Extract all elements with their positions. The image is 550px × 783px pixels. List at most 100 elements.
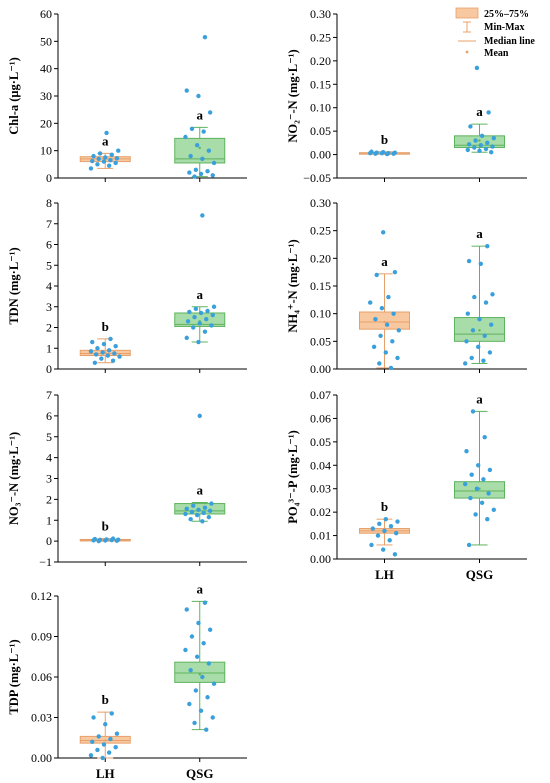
y-tick-label: 0.30 (310, 196, 331, 210)
y-tick-label: 7 (46, 217, 52, 231)
data-point (210, 312, 215, 318)
y-tick-label: 0.06 (31, 670, 52, 684)
data-point (486, 110, 491, 115)
data-point (491, 135, 496, 141)
group-lh: b (79, 319, 131, 365)
data-point (95, 346, 100, 351)
data-point (211, 304, 217, 309)
data-point (188, 668, 193, 673)
data-point (476, 344, 481, 350)
data-point (479, 133, 485, 139)
data-point (106, 348, 112, 353)
data-point (374, 272, 379, 278)
data-point (477, 148, 482, 154)
data-point (106, 163, 112, 168)
data-point (472, 145, 477, 150)
data-point (474, 65, 480, 71)
data-point (485, 243, 490, 249)
y-tick-label: 0.04 (310, 458, 331, 472)
data-point (108, 736, 113, 742)
y-tick-label: 60 (40, 7, 52, 21)
data-point (481, 358, 486, 363)
panel-tdp: 0.00 0.03 0.06 0.09 0.12 TDP (mg·L⁻¹) LH QSG b a (7, 581, 247, 781)
data-point (392, 150, 398, 155)
data-point (201, 129, 206, 134)
data-point (483, 146, 489, 152)
data-point (193, 306, 199, 312)
y-tick-label: 0.15 (310, 279, 331, 293)
data-point (106, 750, 112, 755)
y-tick-label: 0.20 (310, 251, 331, 265)
y-axis-label: Chl-a (μg·L⁻¹) (7, 57, 21, 135)
legend-swatch-box (455, 7, 479, 19)
data-point (93, 352, 99, 357)
data-point (114, 731, 120, 736)
y-tick-label: 0.15 (310, 77, 331, 91)
data-point (200, 519, 205, 524)
data-point (105, 353, 111, 358)
data-point (204, 317, 209, 322)
data-point (117, 354, 122, 359)
y-tick-label: −1 (39, 555, 52, 569)
box-iqr (359, 311, 410, 330)
data-point (187, 170, 192, 175)
data-point (198, 310, 204, 316)
data-point (184, 88, 189, 93)
data-point (381, 150, 386, 155)
significance-letter: b (102, 692, 109, 707)
data-point (201, 510, 206, 516)
y-axis-label: TDP (mg·L⁻¹) (7, 639, 21, 714)
data-point (485, 516, 490, 522)
data-point (200, 156, 205, 162)
group-qsg: a (454, 226, 505, 366)
legend-swatch-mean (465, 50, 469, 54)
y-tick-label: 0.00 (310, 148, 331, 162)
y-tick-label: 0.03 (31, 711, 52, 725)
data-point (378, 333, 383, 338)
data-point (192, 720, 197, 726)
group-qsg: a (174, 581, 226, 732)
y-tick-label: 0.01 (310, 529, 331, 543)
data-point (374, 150, 379, 155)
data-point (183, 511, 188, 517)
data-point (379, 305, 385, 311)
data-point (477, 317, 482, 322)
significance-letter: a (102, 133, 109, 148)
data-point (185, 319, 191, 324)
data-point (368, 300, 373, 305)
data-point (193, 167, 199, 172)
data-point (369, 542, 374, 548)
data-point (395, 355, 400, 361)
data-point (370, 526, 375, 531)
legend-label: 25%–75% (484, 9, 529, 20)
data-point (191, 503, 196, 508)
data-point (187, 309, 192, 315)
data-point (92, 360, 98, 365)
y-tick-label: 20 (40, 116, 52, 130)
data-point (489, 322, 494, 327)
y-tick-label: 0.20 (310, 54, 331, 68)
x-category-label: LH (96, 766, 115, 781)
mean-marker (478, 139, 481, 142)
panel-nh4: 0.00 0.05 0.10 0.15 0.20 0.25 0.30 NH₄⁺-N (mg·L… (286, 196, 527, 376)
data-point (116, 537, 121, 542)
data-point (90, 339, 95, 345)
data-point (377, 361, 382, 366)
significance-letter: a (476, 391, 483, 406)
y-axis-label: NO₂⁻-N (mg·L⁻¹) (286, 49, 300, 142)
data-point (381, 230, 386, 235)
y-axis-label: NH₄⁺-N (mg·L⁻¹) (286, 239, 300, 332)
data-point (469, 355, 474, 361)
data-point (210, 173, 215, 178)
data-point (384, 322, 390, 327)
mean-marker (198, 146, 201, 150)
y-tick-label: 0 (46, 534, 52, 548)
data-point (90, 739, 95, 744)
data-point (95, 162, 100, 167)
data-point (97, 537, 103, 543)
significance-letter: b (102, 319, 109, 334)
y-tick-label: 0.00 (31, 751, 52, 765)
data-point (373, 317, 378, 322)
significance-letter: a (197, 483, 204, 498)
